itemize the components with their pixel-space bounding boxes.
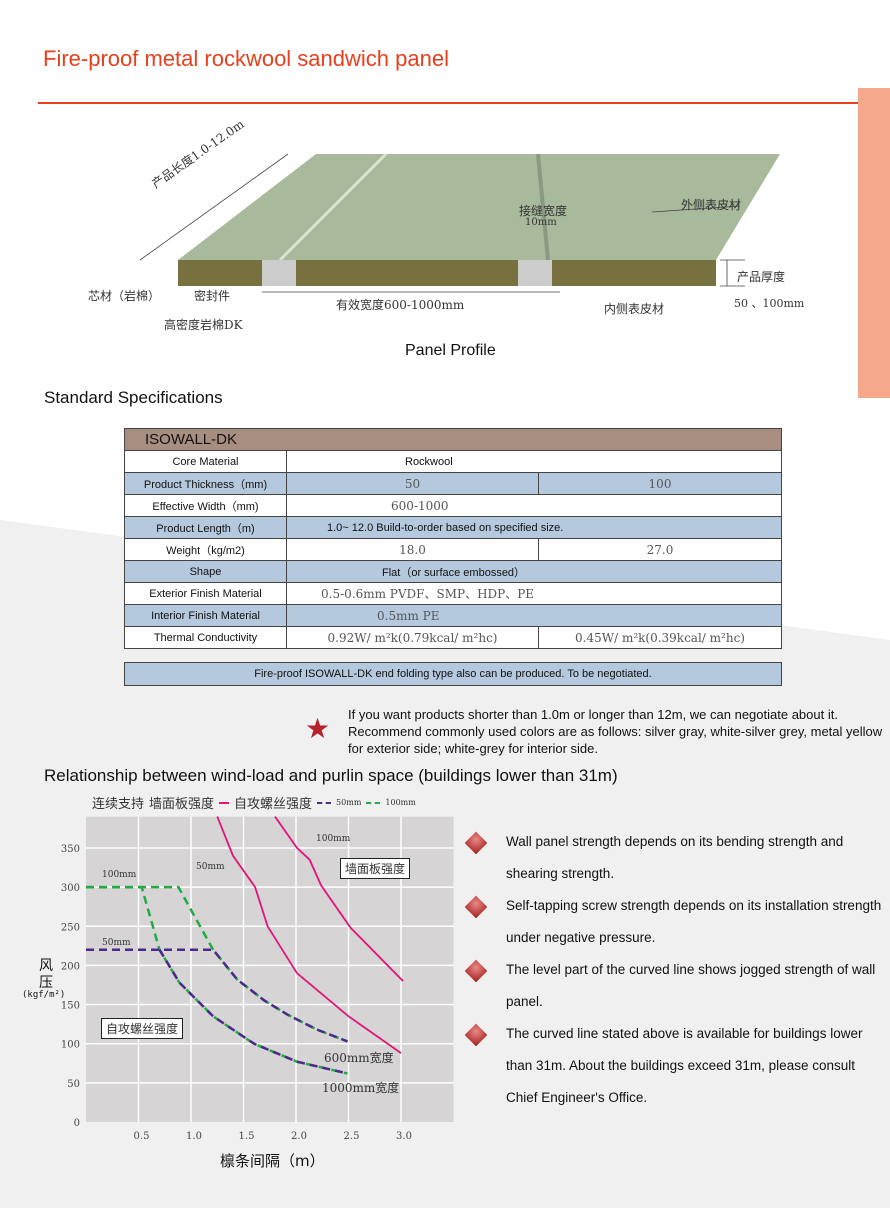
- table-title: ISOWALL-DK: [124, 428, 782, 451]
- series-line-wall-50mm: [216, 816, 402, 1054]
- chart-legend: 连续支持 墙面板强度 自攻螺丝强度 50mm 100mm: [92, 797, 416, 812]
- x-tick-label: 1.5: [239, 1131, 255, 1142]
- core-label: 芯材（岩棉）: [88, 289, 161, 303]
- list-item: The curved line stated above is availabl…: [464, 1018, 886, 1114]
- x-tick-label: 3.0: [396, 1131, 412, 1142]
- y-tick-label: 200: [61, 961, 80, 972]
- y-tick-label: 100: [61, 1040, 80, 1051]
- panel-diagram: [139, 152, 780, 293]
- x-tick-label: 2.5: [344, 1131, 360, 1142]
- star-note: If you want products shorter than 1.0m o…: [348, 707, 883, 756]
- side-accent-bar: [858, 88, 890, 398]
- joint-label: 接缝宽度: [519, 204, 568, 218]
- w600-label: 600mm宽度: [324, 1051, 394, 1065]
- w1000-label: 1000mm宽度: [322, 1081, 400, 1095]
- y-tick-label: 50: [67, 1079, 80, 1090]
- screw50-label: 50mm: [102, 938, 131, 948]
- wind-title: Relationship between wind-load and purli…: [44, 766, 618, 785]
- screw-strength-box: 自攻螺丝强度: [101, 1018, 184, 1039]
- series-line-wall-100mm: [274, 816, 404, 982]
- seal-label: 密封件: [194, 289, 231, 303]
- list-item: Wall panel strength depends on its bendi…: [464, 826, 886, 890]
- table-row: Thermal Conductivity 0.92W/ m²k(0.79kcal/…: [124, 626, 782, 649]
- x-tick-label: 0.5: [134, 1131, 150, 1142]
- wall100-label: 100mm: [316, 834, 351, 844]
- table-row: Interior Finish Material 0.5mm PE: [124, 604, 782, 627]
- hd-rockwool-label: 高密度岩棉DK: [164, 318, 243, 332]
- y-tick-label: 300: [61, 883, 80, 894]
- diagram-caption: Panel Profile: [405, 342, 496, 359]
- y-axis-unit: (kgf/m²): [22, 990, 66, 1000]
- wind-notes: Wall panel strength depends on its bendi…: [464, 826, 886, 1114]
- legend-wall-swatch: [219, 801, 230, 804]
- table-row: Shape Flat（or surface embossed）: [124, 560, 782, 583]
- star-icon: ★: [305, 713, 331, 744]
- table-row: Exterior Finish Material 0.5-0.6mm PVDF、S…: [124, 582, 782, 605]
- page-title: Fire-proof metal rockwool sandwich panel: [43, 46, 449, 71]
- outer-skin-label: 外侧表皮材: [681, 198, 742, 212]
- table-row: Core Material Rockwool: [124, 450, 782, 473]
- x-tick-label: 1.0: [186, 1131, 202, 1142]
- table-note: Fire-proof ISOWALL-DK end folding type a…: [124, 662, 782, 686]
- joint-value: 10mm: [525, 217, 557, 228]
- table-row: Effective Width（mm) 600-1000: [124, 494, 782, 517]
- thickness-label: 产品厚度: [737, 270, 786, 284]
- y-tick-label: 250: [61, 922, 80, 933]
- screw100-label: 100mm: [102, 870, 137, 880]
- spec-table: ISOWALL-DK Core Material Rockwool Product…: [124, 428, 782, 649]
- series-line-screw-50mm: [158, 949, 348, 1075]
- wind-load-chart: 0.5 1.0 1.5 2.0 2.5 3.0 0 50 100 150 200 250 300 350: [61, 816, 454, 1142]
- table-row: Product Length（m) 1.0~ 12.0 Build-to-orde…: [124, 516, 782, 539]
- title-divider: [38, 102, 862, 104]
- width-label: 有效宽度600-1000mm: [336, 298, 465, 312]
- series-line-screw-50mm: [86, 948, 348, 1043]
- wall-strength-box: 墙面板强度: [340, 858, 411, 879]
- y-axis-label: 风压: [39, 958, 53, 991]
- list-item: Self-tapping screw strength depends on i…: [464, 890, 886, 954]
- y-tick-label: 0: [74, 1118, 80, 1129]
- specs-title: Standard Specifications: [44, 388, 223, 407]
- series-line-screw-100mm: [86, 885, 348, 1075]
- legend-50-swatch: [317, 801, 332, 804]
- y-tick-label: 150: [61, 1001, 80, 1012]
- table-row: Weight（kg/m2) 18.0 27.0: [124, 538, 782, 561]
- table-row: Product Thickness（mm) 50 100: [124, 472, 782, 495]
- thickness-value: 50 、100mm: [734, 297, 805, 310]
- wall50-label: 50mm: [196, 862, 225, 872]
- list-item: The level part of the curved line shows …: [464, 954, 886, 1018]
- legend-100-swatch: [366, 801, 381, 804]
- x-axis-label: 檩条间隔（m）: [220, 1152, 325, 1170]
- inner-skin-label: 内侧表皮材: [604, 302, 665, 316]
- x-tick-label: 2.0: [291, 1131, 307, 1142]
- y-tick-label: 350: [61, 844, 80, 855]
